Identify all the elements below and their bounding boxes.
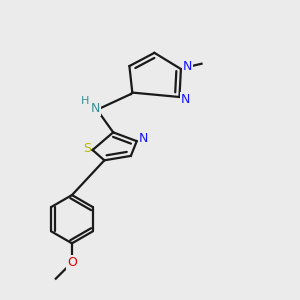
Text: N: N — [183, 60, 192, 73]
Text: H: H — [81, 95, 89, 106]
Text: O: O — [67, 256, 77, 269]
Text: S: S — [83, 142, 91, 155]
Text: N: N — [139, 132, 148, 145]
Text: N: N — [91, 102, 100, 115]
Text: N: N — [181, 93, 190, 106]
